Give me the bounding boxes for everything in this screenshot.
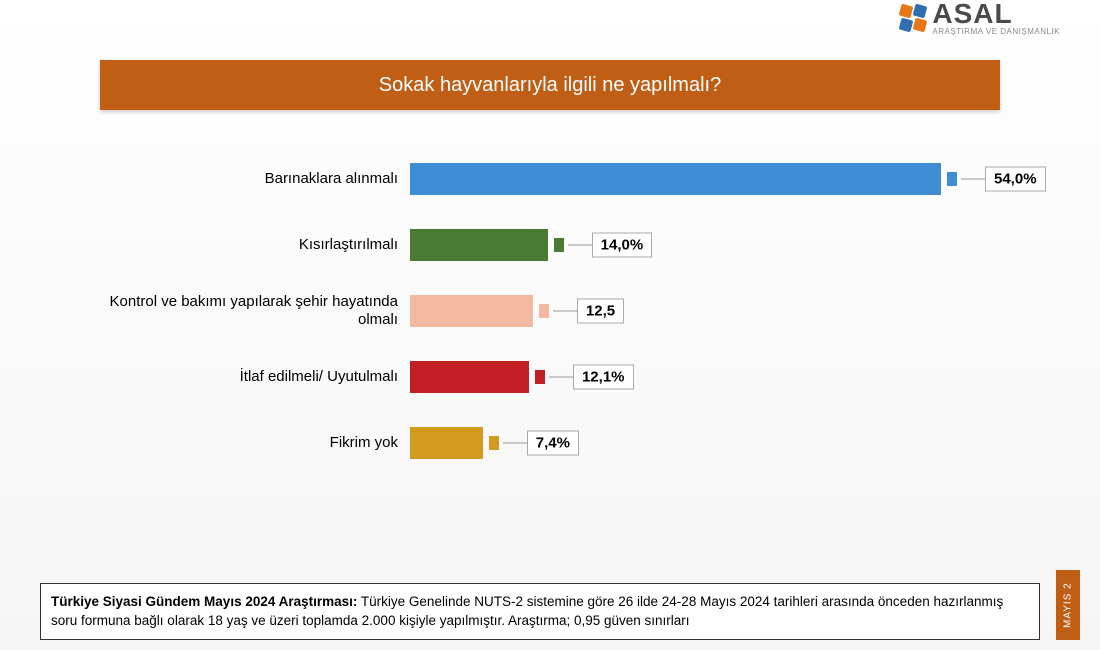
- value-label: 12,5: [577, 299, 624, 324]
- brand-logo: ASAL ARAŞTIRMA VE DANIŞMANLIK: [900, 0, 1060, 36]
- value-callout: 12,5: [553, 299, 624, 324]
- bar-label: İtlaf edilmeli/ Uyutulmalı: [100, 368, 410, 386]
- bar: [410, 427, 483, 459]
- logo-main-text: ASAL: [932, 0, 1060, 28]
- value-callout: 14,0%: [568, 233, 653, 258]
- bar-row: İtlaf edilmeli/ Uyutulmalı 12,1%: [100, 358, 1000, 396]
- callout-connector: [961, 179, 985, 180]
- bar-tip: [539, 304, 549, 318]
- callout-connector: [553, 311, 577, 312]
- bar-track: 54,0%: [410, 163, 1000, 195]
- footnote-lead: Türkiye Siyasi Gündem Mayıs 2024 Araştır…: [51, 594, 357, 609]
- callout-connector: [549, 377, 573, 378]
- bar-track: 7,4%: [410, 427, 1000, 459]
- bar-tip: [535, 370, 545, 384]
- logo-sub-text: ARAŞTIRMA VE DANIŞMANLIK: [932, 28, 1060, 36]
- bar-tip: [489, 436, 499, 450]
- bar-row: Barınaklara alınmalı54,0%: [100, 160, 1000, 198]
- bar: [410, 295, 533, 327]
- chart-title: Sokak hayvanlarıyla ilgili ne yapılmalı?: [100, 60, 1000, 110]
- methodology-footnote: Türkiye Siyasi Gündem Mayıs 2024 Araştır…: [40, 583, 1040, 640]
- bar-row: Fikrim yok 7,4%: [100, 424, 1000, 462]
- bar-label: Fikrim yok: [100, 434, 410, 452]
- bar-track: 14,0%: [410, 229, 1000, 261]
- value-callout: 54,0%: [961, 167, 1046, 192]
- value-label: 7,4%: [527, 431, 579, 456]
- bar-track: 12,5: [410, 295, 1000, 327]
- logo-dot: [913, 18, 928, 33]
- bar-chart: Barınaklara alınmalı54,0% Kısırlaştırılma…: [100, 160, 1000, 490]
- bar-track: 12,1%: [410, 361, 1000, 393]
- value-callout: 12,1%: [549, 365, 634, 390]
- callout-connector: [503, 443, 527, 444]
- bar-tip: [947, 172, 957, 186]
- bar-label: Kısırlaştırılmalı: [100, 236, 410, 254]
- bar-tip: [554, 238, 564, 252]
- value-label: 14,0%: [592, 233, 653, 258]
- bar-row: Kısırlaştırılmalı 14,0%: [100, 226, 1000, 264]
- value-label: 12,1%: [573, 365, 634, 390]
- logo-dot: [913, 4, 928, 19]
- value-label: 54,0%: [985, 167, 1046, 192]
- logo-mark: [900, 5, 926, 31]
- bar: [410, 361, 529, 393]
- date-side-tab: MAYIS 2: [1056, 570, 1080, 640]
- bar: [410, 163, 941, 195]
- value-callout: 7,4%: [503, 431, 579, 456]
- logo-dot: [899, 18, 914, 33]
- bar-label: Kontrol ve bakımı yapılarak şehir hayatı…: [100, 293, 410, 329]
- bar-row: Kontrol ve bakımı yapılarak şehir hayatı…: [100, 292, 1000, 330]
- bar: [410, 229, 548, 261]
- callout-connector: [568, 245, 592, 246]
- logo-dot: [899, 4, 914, 19]
- bar-label: Barınaklara alınmalı: [100, 170, 410, 188]
